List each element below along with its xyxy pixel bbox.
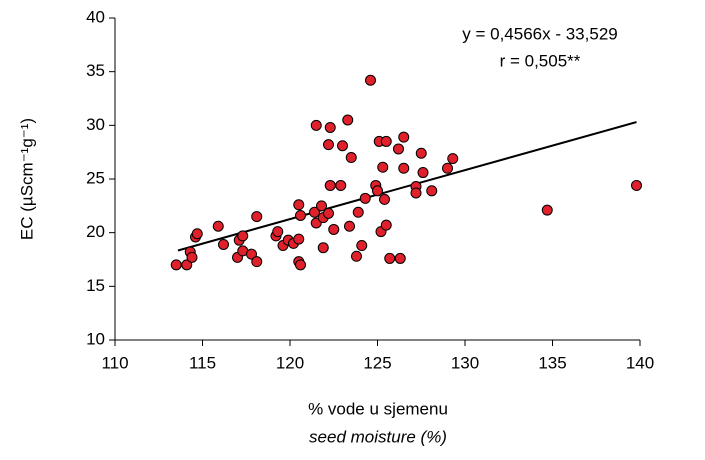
y-axis-label: EC (µScm⁻¹g⁻¹) (17, 118, 36, 240)
point (310, 119, 322, 131)
point (380, 219, 392, 231)
point (295, 209, 306, 221)
x-tick-label: 115 (189, 353, 216, 372)
correlation: r = 0,505** (500, 51, 581, 70)
point (324, 121, 336, 133)
point (442, 162, 453, 174)
point (359, 192, 371, 204)
point (365, 74, 376, 86)
point (328, 223, 340, 235)
point (372, 185, 383, 197)
point (317, 242, 329, 254)
y-tick-label: 40 (86, 7, 105, 26)
point (398, 131, 410, 143)
point (335, 179, 347, 191)
point (181, 259, 193, 271)
x-tick-label: 140 (626, 353, 654, 372)
point (186, 251, 198, 263)
x-axis-label: % vode u sjemenu (308, 399, 448, 418)
point (345, 152, 357, 164)
y-tick-label: 30 (86, 115, 105, 134)
point (337, 140, 348, 152)
point (356, 240, 368, 252)
point (344, 220, 355, 232)
point (212, 220, 224, 232)
point (352, 206, 364, 218)
x-axis-label-italic: seed moisture (%) (309, 427, 447, 446)
x-tick-label: 135 (538, 353, 566, 372)
point (379, 193, 390, 205)
x-tick-label: 120 (276, 353, 304, 372)
point (295, 259, 306, 271)
point (191, 228, 203, 240)
point (447, 153, 459, 165)
point (170, 259, 182, 271)
point (251, 256, 263, 268)
point (293, 199, 305, 211)
point (394, 252, 406, 264)
point (272, 226, 284, 238)
point (251, 211, 263, 223)
point (324, 179, 336, 191)
point (631, 179, 642, 191)
point (377, 161, 389, 173)
trendline (177, 121, 637, 252)
point (541, 204, 553, 216)
y-tick-label: 10 (86, 329, 105, 348)
point (393, 143, 404, 155)
point (398, 162, 410, 174)
point (323, 139, 334, 151)
equation: y = 0,4566x - 33,529 (462, 24, 617, 43)
point (351, 250, 362, 262)
point (415, 147, 427, 159)
point (384, 252, 396, 264)
point (246, 248, 257, 260)
y-tick-label: 25 (86, 168, 105, 187)
point (426, 185, 438, 197)
point (417, 167, 429, 179)
y-tick-label: 15 (86, 276, 105, 295)
x-tick-label: 130 (451, 353, 479, 372)
point (380, 135, 392, 147)
y-tick-label: 20 (86, 222, 105, 241)
y-tick-label: 35 (86, 61, 105, 80)
x-tick-label: 125 (363, 353, 391, 372)
x-tick-label: 110 (101, 353, 128, 372)
point (323, 207, 334, 219)
point (293, 233, 305, 245)
point (218, 238, 229, 250)
point (410, 187, 422, 199)
point (342, 114, 354, 126)
point (316, 200, 327, 212)
point (237, 230, 249, 242)
point (309, 206, 320, 218)
